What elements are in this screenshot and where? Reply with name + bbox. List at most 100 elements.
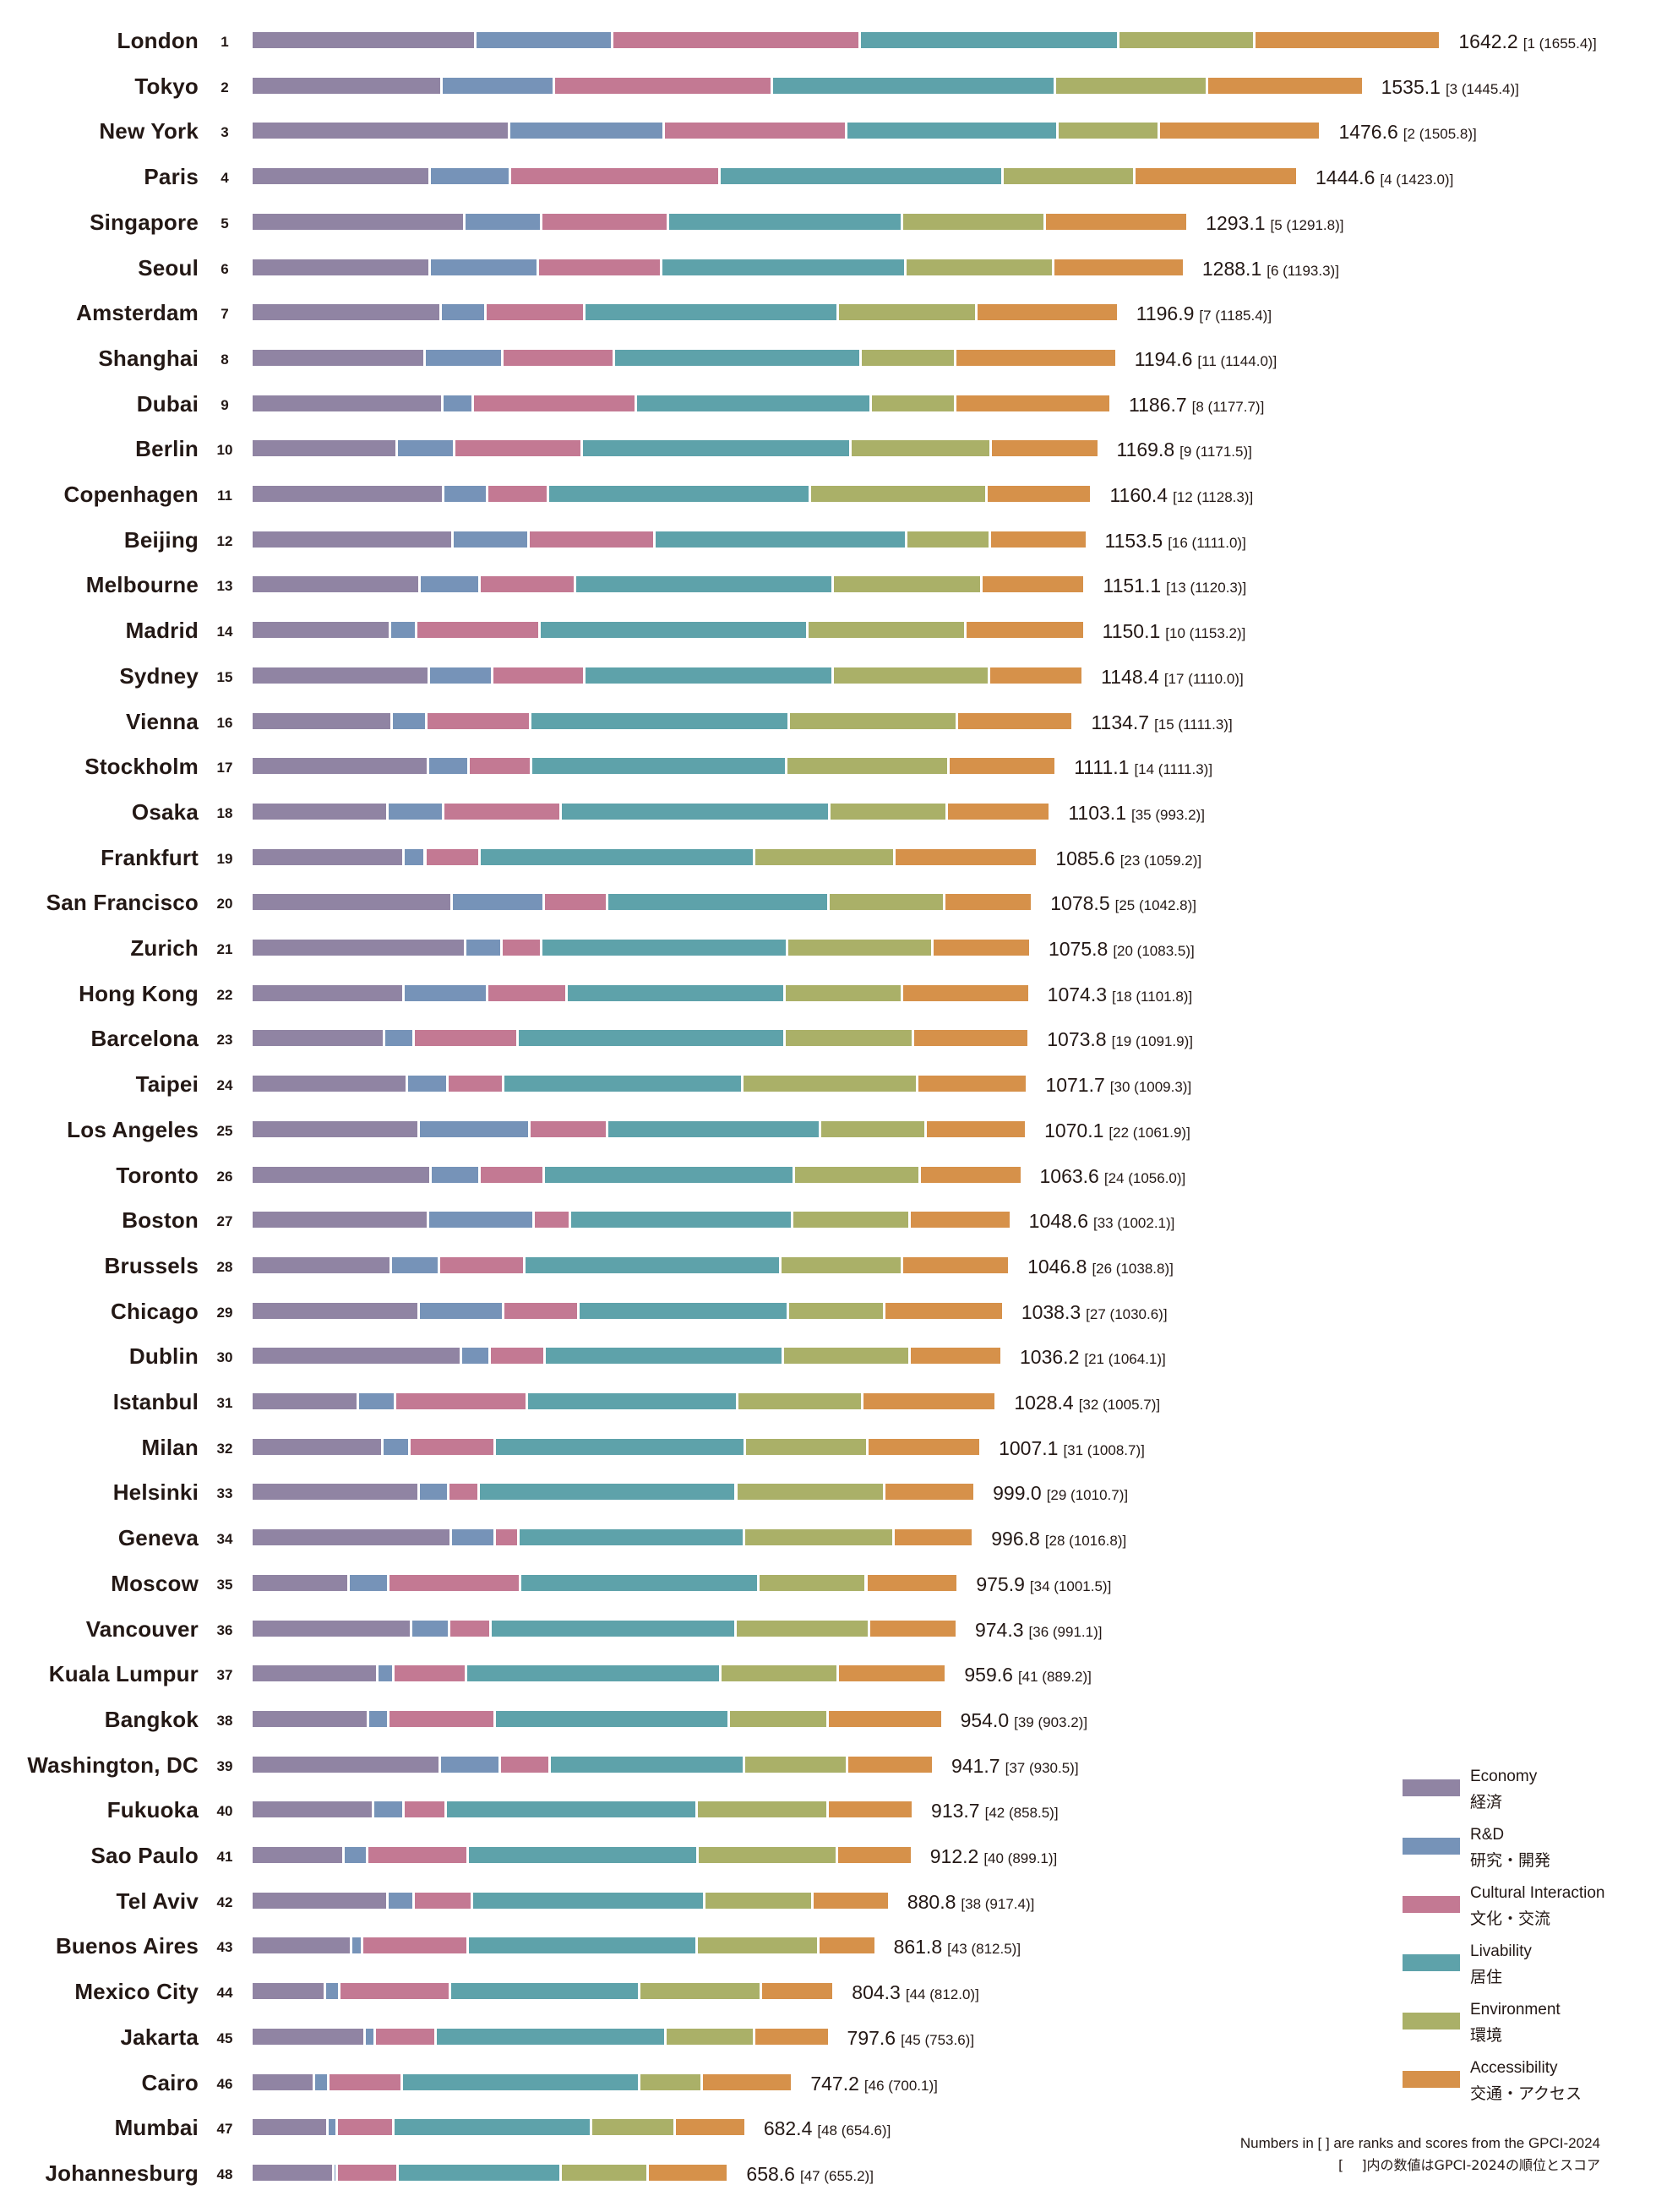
bar-segment-economy <box>253 1665 376 1682</box>
bar-segment-economy <box>253 2119 327 2136</box>
bar-segment-cultural-interaction <box>414 1892 471 1909</box>
previous-rank-score-label: [39 (903.2)] <box>1014 1713 1088 1730</box>
rank-label: 9 <box>221 396 229 413</box>
bar-segment-cultural-interaction <box>491 1348 543 1365</box>
score-label: 1535.1 <box>1381 75 1441 98</box>
bar-segment-livability <box>615 349 859 366</box>
previous-rank-score-label: [16 (1111.0)] <box>1168 534 1246 551</box>
previous-rank-score-label: [32 (1005.7)] <box>1078 1397 1161 1413</box>
bar-segment-environment <box>721 1665 836 1682</box>
bar-segment-environment <box>697 1801 827 1818</box>
previous-rank-score-label: [42 (858.5)] <box>984 1805 1059 1822</box>
score-label: 1194.6 <box>1134 347 1193 370</box>
legend-label-ja: 環境 <box>1470 2026 1503 2045</box>
rank-label: 43 <box>216 1939 233 1956</box>
previous-rank-score-label: [36 (991.1)] <box>1028 1623 1103 1640</box>
score-label: 1028.4 <box>1014 1392 1074 1414</box>
bar-segment-accessibility <box>920 1166 1021 1183</box>
score-label: 912.2 <box>929 1845 979 1867</box>
bar-segment-economy <box>253 1030 384 1047</box>
bar-segment-environment <box>562 2164 646 2181</box>
city-label: Brussels <box>104 1252 199 1278</box>
chart-row-singapore: Singapore 5 1293.1 [5 (1291.8)] <box>0 199 1656 245</box>
bar-segment-cultural-interaction <box>405 1801 444 1818</box>
previous-rank-score-label: [13 (1120.3)] <box>1166 580 1247 597</box>
previous-rank-score-label: [26 (1038.8)] <box>1092 1260 1174 1277</box>
bar-segment-r-d <box>477 32 611 48</box>
bar-segment-r-d <box>431 168 509 185</box>
previous-rank-score-label: [14 (1111.3)] <box>1134 761 1213 778</box>
bar-segment-r-d <box>454 531 527 548</box>
rank-label: 27 <box>216 1213 233 1230</box>
bar-segment-accessibility <box>829 1801 912 1818</box>
rank-label: 13 <box>216 578 233 595</box>
legend-label-ja: 文化・交流 <box>1470 1910 1551 1928</box>
bar-segment-cultural-interaction <box>439 1256 523 1273</box>
city-label: Singapore <box>90 209 199 235</box>
city-label: Tokyo <box>134 73 199 99</box>
bar-segment-accessibility <box>837 1847 911 1863</box>
bar-segment-r-d <box>452 1529 493 1546</box>
legend-item-livability: Livability 居住 <box>1403 1942 1656 1995</box>
city-label: Los Angeles <box>67 1116 199 1142</box>
bar-segment-accessibility <box>1256 32 1440 48</box>
bar-segment-economy <box>253 984 403 1001</box>
bar-segment-r-d <box>351 1937 362 1954</box>
previous-rank-score-label: [45 (753.6)] <box>901 2031 975 2048</box>
score-label: 1148.4 <box>1101 665 1159 688</box>
bar-segment-accessibility <box>990 667 1082 684</box>
previous-rank-score-label: [30 (1009.3)] <box>1109 1079 1192 1096</box>
value-label: 1046.8 [26 (1038.8)] <box>1027 1243 1174 1289</box>
chart-row-seoul: Seoul 6 1288.1 [6 (1193.3)] <box>0 245 1656 291</box>
bar-segment-r-d <box>369 1710 387 1727</box>
bar-segment-accessibility <box>1159 123 1320 139</box>
bar-segment-economy <box>253 2073 313 2090</box>
bar-segment-r-d <box>373 1801 403 1818</box>
city-label: Boston <box>122 1207 199 1234</box>
bar-segment-accessibility <box>988 486 1091 502</box>
rank-label: 29 <box>216 1304 233 1321</box>
score-label: 1075.8 <box>1048 938 1109 960</box>
bar-segment-accessibility <box>947 803 1049 820</box>
score-label: 996.8 <box>991 1528 1040 1550</box>
bar-segment-economy <box>253 712 390 729</box>
bar-segment-r-d <box>420 576 479 593</box>
bar-segment-accessibility <box>949 758 1055 775</box>
bar-segment-cultural-interaction <box>376 2028 435 2045</box>
value-label: 1196.9 [7 (1185.4)] <box>1136 290 1272 335</box>
bar-segment-cultural-interaction <box>664 123 846 139</box>
chart-row-mexico-city: Mexico City 44 804.3 [44 (812.0)] <box>0 1969 1656 2014</box>
rank-label: 34 <box>216 1531 233 1548</box>
bar-segment-r-d <box>420 1484 447 1501</box>
city-label: London <box>117 28 199 53</box>
legend-label-en: Economy <box>1470 1768 1538 1785</box>
legend-item-cultural-interaction: Cultural Interaction 文化・交流 <box>1403 1884 1656 1937</box>
bar-segment-economy <box>253 1212 427 1229</box>
value-label: 1293.1 [5 (1291.8)] <box>1206 199 1343 245</box>
bar-segment-cultural-interaction <box>329 2073 401 2090</box>
rank-label: 20 <box>216 896 233 913</box>
legend-label-ja: 経済 <box>1470 1793 1503 1812</box>
previous-rank-score-label: [20 (1083.5)] <box>1113 943 1195 959</box>
rank-label: 46 <box>216 2075 233 2092</box>
chart-row-barcelona: Barcelona 23 1073.8 [19 (1091.9)] <box>0 1016 1656 1061</box>
bar-segment-accessibility <box>982 576 1084 593</box>
city-label: Mumbai <box>114 2115 199 2141</box>
bar-segment-livability <box>773 77 1054 94</box>
bar-segment-livability <box>480 1484 735 1501</box>
city-label: Taipei <box>135 1071 199 1098</box>
bar-segment-livability <box>467 1665 719 1682</box>
bar-segment-r-d <box>350 1574 387 1591</box>
bar-segment-r-d <box>405 984 487 1001</box>
rank-label: 31 <box>216 1395 233 1411</box>
previous-rank-score-label: [34 (1001.5)] <box>1029 1577 1112 1594</box>
rank-label: 40 <box>216 1803 233 1820</box>
bar-segment-cultural-interaction <box>545 894 606 911</box>
bar-segment-economy <box>253 2028 364 2045</box>
bar-segment-environment <box>820 1120 925 1137</box>
bar-segment-accessibility <box>863 1393 995 1409</box>
bar-segment-environment <box>839 304 976 321</box>
bar-segment-livability <box>549 486 809 502</box>
bar-segment-accessibility <box>754 2028 828 2045</box>
value-label: 1063.6 [24 (1056.0)] <box>1040 1152 1186 1198</box>
